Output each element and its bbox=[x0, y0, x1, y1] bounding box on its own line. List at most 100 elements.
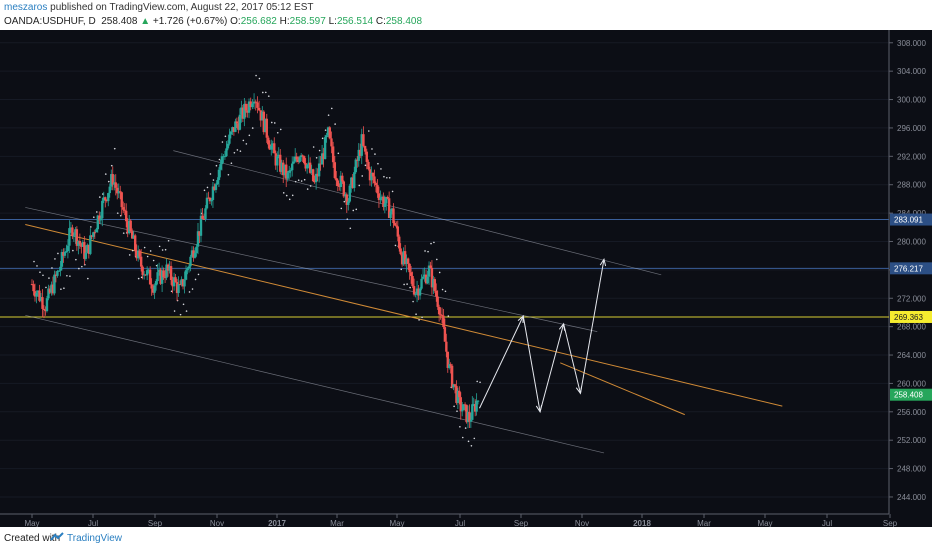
sar-dot bbox=[248, 134, 251, 137]
candle bbox=[53, 274, 56, 294]
price-chart[interactable]: 308.000 304.000 300.000 296.000 292.000 288.0… bbox=[0, 30, 932, 527]
sar-dot bbox=[479, 381, 481, 384]
projection-arrowhead bbox=[517, 314, 524, 324]
sar-dot bbox=[212, 179, 215, 181]
candle bbox=[400, 254, 404, 265]
candle bbox=[160, 270, 164, 284]
candle bbox=[141, 266, 144, 276]
sar-dot bbox=[358, 184, 361, 187]
sar-dot bbox=[467, 440, 470, 443]
candle bbox=[216, 180, 219, 185]
candle bbox=[214, 184, 218, 190]
y-tick-label: 256.000 bbox=[897, 408, 926, 417]
candle bbox=[440, 314, 444, 316]
tradingview-brand[interactable]: TradingView bbox=[67, 533, 123, 544]
candle bbox=[32, 284, 35, 292]
candle bbox=[130, 231, 134, 239]
sar-dot bbox=[104, 173, 107, 175]
candle bbox=[429, 265, 432, 268]
sar-dot bbox=[321, 137, 324, 140]
candle bbox=[371, 172, 375, 177]
chart-area[interactable]: 308.000 304.000 300.000 296.000 292.000 288.0… bbox=[0, 30, 932, 527]
author-link[interactable]: meszaros bbox=[4, 2, 48, 13]
sar-dot bbox=[361, 175, 364, 177]
candle bbox=[374, 183, 378, 186]
sar-dot bbox=[264, 91, 267, 94]
candle bbox=[205, 197, 209, 209]
y-tick-label: 264.000 bbox=[897, 351, 926, 360]
sar-dot bbox=[155, 264, 158, 267]
sar-dot bbox=[444, 290, 447, 293]
y-tick-label: 300.000 bbox=[897, 96, 926, 105]
level-badge-label: 269.363 bbox=[894, 313, 923, 322]
candle bbox=[90, 235, 94, 237]
candle bbox=[66, 245, 70, 252]
candle bbox=[274, 153, 277, 166]
x-tick-label: Sep bbox=[883, 519, 898, 527]
candle bbox=[430, 267, 434, 288]
candle bbox=[360, 134, 363, 156]
x-tick-label: Sep bbox=[514, 519, 529, 527]
sar-dot bbox=[57, 252, 59, 255]
candle bbox=[314, 173, 318, 183]
candle bbox=[180, 279, 183, 285]
sar-dot bbox=[98, 196, 101, 198]
candle bbox=[133, 235, 137, 251]
sar-dot bbox=[185, 310, 188, 312]
candle bbox=[322, 153, 325, 160]
sar-dot bbox=[72, 249, 74, 252]
candle bbox=[83, 242, 86, 259]
candle bbox=[386, 197, 389, 199]
candle bbox=[50, 284, 53, 293]
sar-dot bbox=[453, 405, 455, 408]
candle bbox=[247, 101, 251, 113]
y-tick-label: 268.000 bbox=[897, 323, 926, 332]
projection-segment bbox=[539, 323, 565, 412]
candle bbox=[448, 364, 451, 368]
y-tick-label: 308.000 bbox=[897, 39, 926, 48]
level-badge-label: 283.091 bbox=[894, 216, 923, 225]
candle bbox=[211, 186, 215, 200]
candle bbox=[38, 290, 41, 301]
candle bbox=[406, 258, 410, 264]
candle bbox=[377, 193, 381, 200]
candle bbox=[335, 177, 338, 181]
candle bbox=[409, 272, 413, 277]
candle bbox=[262, 111, 265, 133]
candle bbox=[120, 192, 123, 208]
sar-dot bbox=[459, 426, 461, 428]
level-badge bbox=[890, 213, 932, 226]
candle bbox=[107, 193, 110, 202]
sar-dot bbox=[81, 265, 83, 268]
sar-dot bbox=[380, 168, 382, 170]
candle bbox=[283, 164, 286, 176]
sar-dot bbox=[276, 131, 279, 134]
candle bbox=[187, 266, 191, 269]
candle bbox=[217, 169, 221, 181]
candle bbox=[231, 127, 234, 132]
candle bbox=[473, 404, 477, 412]
candle bbox=[45, 298, 49, 312]
candle bbox=[356, 159, 359, 161]
candle bbox=[449, 364, 452, 366]
candle bbox=[359, 149, 362, 156]
level-badge bbox=[890, 310, 932, 323]
sar-dot bbox=[371, 148, 373, 150]
sar-dot bbox=[140, 276, 143, 279]
candle bbox=[78, 240, 82, 244]
candle bbox=[351, 177, 354, 188]
publish-line: meszaros published on TradingView.com, A… bbox=[4, 2, 313, 13]
candle bbox=[181, 279, 185, 287]
sar-dot bbox=[96, 211, 98, 213]
candle bbox=[273, 143, 276, 154]
candle bbox=[403, 251, 407, 265]
candle bbox=[238, 114, 242, 130]
candle bbox=[276, 156, 279, 166]
candle bbox=[456, 390, 460, 403]
projection-segment bbox=[579, 259, 605, 394]
sar-dot bbox=[90, 226, 92, 228]
candle bbox=[168, 266, 171, 271]
candle bbox=[285, 164, 288, 179]
y-tick-label: 292.000 bbox=[897, 152, 926, 161]
candle bbox=[345, 194, 348, 205]
